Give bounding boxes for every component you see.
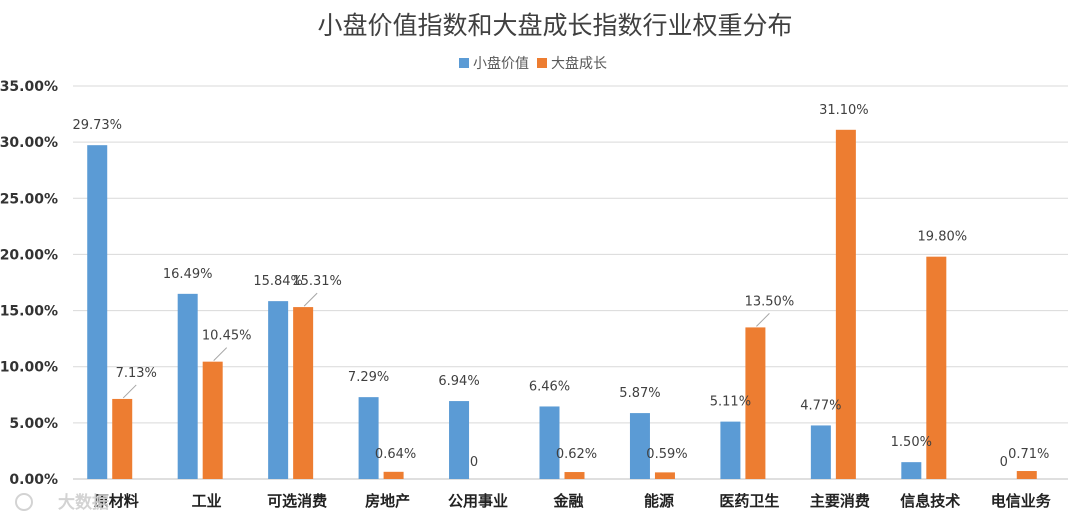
- legend-label-small-value: 小盘价值: [473, 55, 529, 72]
- bar-small-value: [810, 425, 831, 479]
- data-label-small-value: 6.46%: [529, 379, 570, 394]
- data-label-small-value: 6.94%: [438, 374, 479, 389]
- bar-large-growth: [835, 129, 856, 479]
- x-tick-label: 电信业务: [991, 492, 1052, 510]
- bars: [87, 129, 1037, 480]
- x-axis: 原材料 工业 可选消费 房地产 公用事业 金融 能源 医药卫生 主要消费 信息技术 电信业务: [94, 492, 1052, 510]
- data-label-large-growth: 0: [470, 455, 478, 470]
- bar-small-value: [87, 145, 108, 480]
- bar-small-value: [449, 401, 470, 479]
- watermark-logo-icon: [15, 493, 33, 511]
- bar-large-growth: [293, 307, 314, 479]
- data-label-large-growth: 10.45%: [202, 329, 252, 344]
- y-tick-label: 15.00%: [0, 304, 58, 320]
- data-label-large-growth: 15.31%: [292, 274, 342, 289]
- y-tick-label: 20.00%: [0, 247, 58, 263]
- data-label-large-growth: 13.50%: [745, 294, 795, 309]
- label-leader-line: [756, 313, 770, 327]
- chart-title: 小盘价值指数和大盘成长指数行业权重分布: [317, 11, 792, 40]
- x-tick-label: 医药卫生: [719, 492, 779, 510]
- legend-swatch-small-value: [459, 58, 469, 68]
- y-tick-label: 30.00%: [0, 135, 58, 151]
- leader-lines: [122, 292, 770, 399]
- x-tick-label: 能源: [644, 492, 674, 510]
- bar-large-growth: [383, 471, 404, 479]
- bar-large-growth: [654, 472, 675, 479]
- data-label-small-value: 15.84%: [253, 274, 303, 289]
- data-label-small-value: 5.87%: [619, 386, 660, 401]
- x-tick-label: 主要消费: [810, 492, 870, 510]
- bar-small-value: [720, 421, 741, 479]
- bar-small-value: [539, 406, 560, 479]
- legend-swatch-large-growth: [537, 58, 547, 68]
- y-axis: 0.00% 5.00% 10.00% 15.00% 20.00% 25.00% 30.00%…: [0, 79, 58, 488]
- bar-large-growth: [202, 361, 223, 479]
- data-label-small-value: 0: [1000, 455, 1008, 470]
- y-tick-label: 5.00%: [9, 416, 58, 432]
- data-label-large-growth: 0.62%: [556, 447, 597, 462]
- x-tick-label: 房地产: [365, 492, 410, 510]
- y-tick-label: 0.00%: [9, 472, 58, 488]
- bar-small-value: [901, 462, 922, 479]
- bar-large-growth: [1016, 471, 1037, 479]
- data-label-large-growth: 31.10%: [819, 103, 869, 118]
- label-leader-line: [303, 292, 318, 307]
- gridlines: [73, 85, 1068, 480]
- x-tick-label: 原材料: [94, 492, 139, 510]
- bar-large-growth: [745, 327, 766, 479]
- y-tick-label: 10.00%: [0, 360, 58, 376]
- bar-large-growth: [112, 398, 133, 479]
- x-tick-label: 可选消费: [267, 492, 327, 510]
- data-label-large-growth: 0.59%: [646, 447, 687, 462]
- label-leader-line: [122, 384, 137, 399]
- data-label-small-value: 16.49%: [163, 267, 213, 282]
- legend: 小盘价值 大盘成长: [459, 55, 607, 72]
- x-tick-label: 工业: [192, 492, 222, 510]
- bar-large-growth: [926, 256, 947, 479]
- data-label-large-growth: 0.71%: [1008, 447, 1049, 462]
- data-label-large-growth: 0.64%: [375, 447, 416, 462]
- watermark-text: 大数据: [58, 492, 109, 513]
- x-tick-label: 信息技术: [900, 492, 960, 510]
- bar-small-value: [358, 397, 379, 479]
- bar-large-growth: [564, 472, 585, 479]
- label-leader-line: [213, 347, 228, 362]
- y-tick-label: 25.00%: [0, 191, 58, 207]
- x-tick-label: 公用事业: [448, 492, 508, 510]
- bar-small-value: [268, 301, 289, 479]
- data-label-small-value: 1.50%: [891, 435, 932, 450]
- data-label-small-value: 5.11%: [710, 395, 751, 410]
- data-label-small-value: 4.77%: [800, 398, 841, 413]
- data-label-small-value: 29.73%: [72, 118, 122, 133]
- legend-label-large-growth: 大盘成长: [551, 55, 607, 72]
- data-labels: 29.73% 7.13% 16.49% 10.45% 15.84%15.31% 7.29%…: [72, 103, 1049, 470]
- y-tick-label: 35.00%: [0, 79, 58, 95]
- x-tick-label: 金融: [552, 492, 583, 510]
- data-label-large-growth: 7.13%: [116, 366, 157, 381]
- watermark: 大数据: [15, 492, 109, 513]
- bar-small-value: [177, 293, 198, 479]
- data-label-small-value: 7.29%: [348, 370, 389, 385]
- bar-small-value: [629, 413, 650, 479]
- data-label-large-growth: 19.80%: [918, 230, 968, 245]
